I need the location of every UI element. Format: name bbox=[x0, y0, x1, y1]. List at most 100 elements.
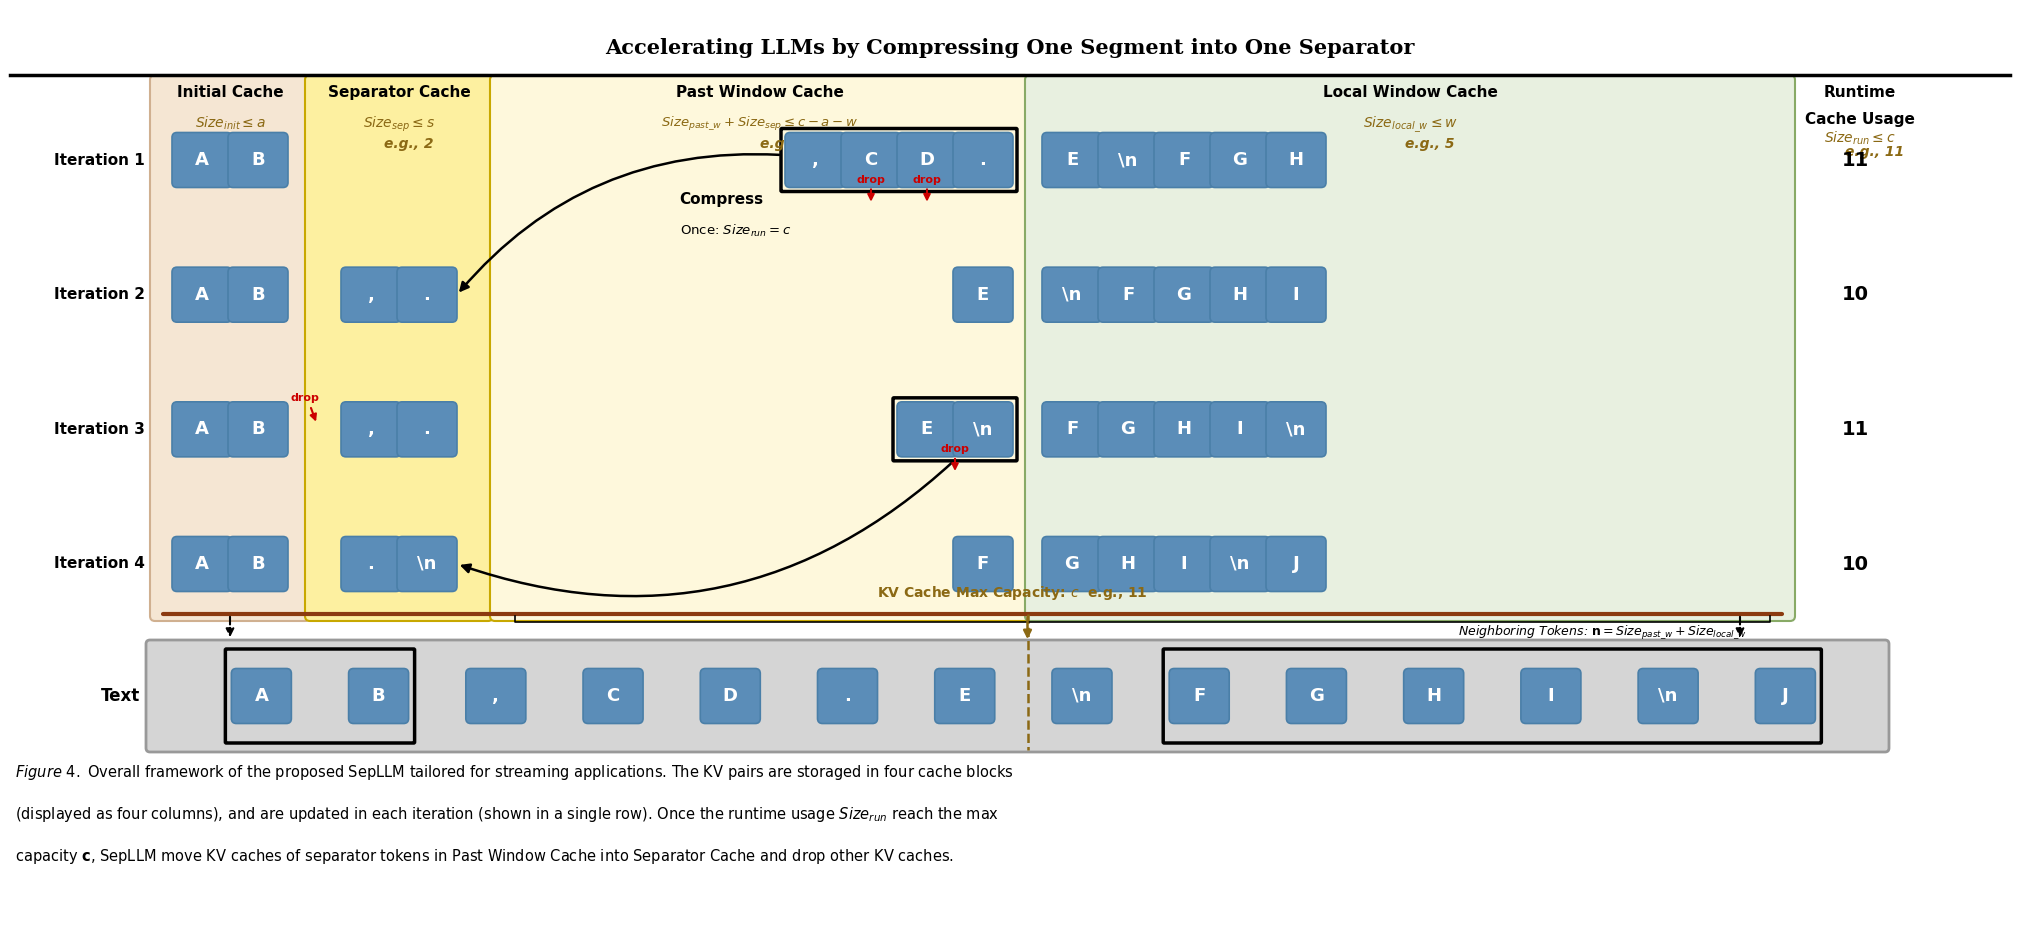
FancyBboxPatch shape bbox=[701, 669, 760, 723]
Text: e.g., 11: e.g., 11 bbox=[1846, 145, 1905, 159]
FancyBboxPatch shape bbox=[467, 669, 525, 723]
Text: G: G bbox=[1232, 151, 1248, 169]
Text: I: I bbox=[1236, 420, 1244, 438]
FancyBboxPatch shape bbox=[1042, 536, 1103, 592]
Text: Initial Cache: Initial Cache bbox=[176, 85, 283, 100]
Text: F: F bbox=[1178, 151, 1190, 169]
FancyBboxPatch shape bbox=[228, 402, 289, 457]
Text: Iteration 2: Iteration 2 bbox=[55, 287, 145, 302]
Text: F: F bbox=[1194, 687, 1206, 705]
FancyBboxPatch shape bbox=[1042, 268, 1103, 322]
Text: F: F bbox=[1067, 420, 1079, 438]
Text: C: C bbox=[606, 687, 620, 705]
Text: B: B bbox=[250, 420, 265, 438]
Text: I: I bbox=[1293, 285, 1299, 304]
Text: \n: \n bbox=[1287, 420, 1305, 438]
Text: 10: 10 bbox=[1842, 555, 1868, 573]
Text: drop: drop bbox=[913, 174, 941, 184]
Text: B: B bbox=[250, 285, 265, 304]
Text: \n: \n bbox=[1073, 687, 1091, 705]
FancyBboxPatch shape bbox=[341, 268, 402, 322]
Text: J: J bbox=[1293, 555, 1299, 573]
FancyBboxPatch shape bbox=[341, 402, 402, 457]
Text: Compress: Compress bbox=[679, 192, 764, 206]
FancyBboxPatch shape bbox=[149, 75, 309, 621]
Text: \n: \n bbox=[1119, 151, 1137, 169]
Text: capacity $\mathbf{c}$, SepLLM move KV caches of separator tokens in Past Window : capacity $\mathbf{c}$, SepLLM move KV ca… bbox=[14, 847, 953, 866]
FancyBboxPatch shape bbox=[172, 402, 232, 457]
Text: Iteration 3: Iteration 3 bbox=[55, 422, 145, 437]
Text: ,: , bbox=[368, 420, 374, 438]
FancyBboxPatch shape bbox=[1267, 402, 1325, 457]
Text: E: E bbox=[921, 420, 933, 438]
Text: Iteration 1: Iteration 1 bbox=[55, 153, 145, 168]
Text: drop: drop bbox=[291, 394, 319, 404]
Text: (displayed as four columns), and are updated in each iteration (shown in a singl: (displayed as four columns), and are upd… bbox=[14, 805, 1000, 824]
Text: .: . bbox=[844, 687, 850, 705]
Text: A: A bbox=[196, 151, 208, 169]
FancyBboxPatch shape bbox=[349, 669, 408, 723]
FancyBboxPatch shape bbox=[953, 402, 1012, 457]
Text: 11: 11 bbox=[1842, 151, 1868, 169]
FancyBboxPatch shape bbox=[1153, 536, 1214, 592]
Text: 10: 10 bbox=[1842, 285, 1868, 304]
Text: $Size_{past\_w} + Size_{sep} \leq c - a - w$: $Size_{past\_w} + Size_{sep} \leq c - a … bbox=[661, 115, 858, 133]
Text: Runtime: Runtime bbox=[1824, 85, 1897, 100]
FancyBboxPatch shape bbox=[1638, 669, 1699, 723]
Text: H: H bbox=[1121, 555, 1135, 573]
Text: 11: 11 bbox=[1842, 419, 1868, 439]
FancyBboxPatch shape bbox=[1287, 669, 1347, 723]
Text: B: B bbox=[250, 151, 265, 169]
FancyBboxPatch shape bbox=[897, 402, 957, 457]
FancyBboxPatch shape bbox=[1267, 536, 1325, 592]
Text: G: G bbox=[1309, 687, 1323, 705]
Text: ,: , bbox=[812, 151, 818, 169]
Text: .: . bbox=[424, 285, 430, 304]
FancyBboxPatch shape bbox=[840, 132, 901, 187]
FancyBboxPatch shape bbox=[1042, 132, 1103, 187]
Text: E: E bbox=[960, 687, 972, 705]
Text: B: B bbox=[250, 555, 265, 573]
Text: F: F bbox=[1121, 285, 1133, 304]
Text: H: H bbox=[1232, 285, 1248, 304]
FancyBboxPatch shape bbox=[1210, 536, 1271, 592]
FancyBboxPatch shape bbox=[398, 536, 457, 592]
Text: G: G bbox=[1121, 420, 1135, 438]
FancyBboxPatch shape bbox=[1210, 268, 1271, 322]
Text: $Size_{sep} \leq s$: $Size_{sep} \leq s$ bbox=[364, 115, 434, 134]
FancyBboxPatch shape bbox=[953, 268, 1012, 322]
FancyBboxPatch shape bbox=[1052, 669, 1111, 723]
Text: A: A bbox=[196, 420, 208, 438]
Text: Once: $Size_{run} = c$: Once: $Size_{run} = c$ bbox=[679, 223, 792, 239]
FancyBboxPatch shape bbox=[1024, 75, 1796, 621]
FancyBboxPatch shape bbox=[491, 75, 1030, 621]
Text: $Size_{run} \leq c$: $Size_{run} \leq c$ bbox=[1824, 130, 1897, 147]
Text: B: B bbox=[372, 687, 386, 705]
FancyBboxPatch shape bbox=[1099, 402, 1157, 457]
Text: .: . bbox=[980, 151, 986, 169]
FancyBboxPatch shape bbox=[1153, 268, 1214, 322]
FancyBboxPatch shape bbox=[228, 536, 289, 592]
Text: e.g., 5: e.g., 5 bbox=[1406, 137, 1454, 151]
Text: D: D bbox=[919, 151, 935, 169]
FancyBboxPatch shape bbox=[228, 132, 289, 187]
FancyBboxPatch shape bbox=[232, 669, 291, 723]
FancyBboxPatch shape bbox=[1153, 402, 1214, 457]
FancyBboxPatch shape bbox=[1267, 268, 1325, 322]
FancyBboxPatch shape bbox=[1267, 132, 1325, 187]
Text: Text: Text bbox=[101, 687, 139, 705]
Text: A: A bbox=[255, 687, 269, 705]
Text: E: E bbox=[978, 285, 990, 304]
FancyBboxPatch shape bbox=[1170, 669, 1230, 723]
FancyBboxPatch shape bbox=[1210, 402, 1271, 457]
FancyBboxPatch shape bbox=[305, 75, 493, 621]
Text: Past Window Cache: Past Window Cache bbox=[677, 85, 844, 100]
FancyBboxPatch shape bbox=[786, 132, 844, 187]
Text: F: F bbox=[978, 555, 990, 573]
FancyBboxPatch shape bbox=[953, 536, 1012, 592]
Text: I: I bbox=[1180, 555, 1188, 573]
Text: $Size_{init} \leq a$: $Size_{init} \leq a$ bbox=[194, 115, 265, 132]
Text: C: C bbox=[865, 151, 877, 169]
Text: e.g., 2: e.g., 2 bbox=[220, 137, 271, 151]
Text: \n: \n bbox=[418, 555, 436, 573]
